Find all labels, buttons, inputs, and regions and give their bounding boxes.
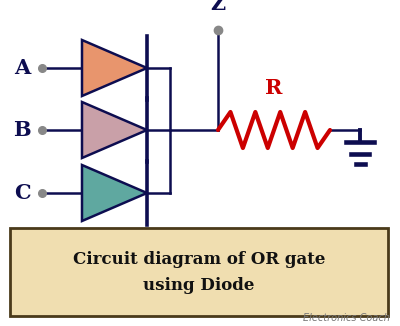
Text: A: A bbox=[14, 58, 30, 78]
Text: Z: Z bbox=[210, 0, 226, 14]
Polygon shape bbox=[82, 165, 147, 221]
FancyBboxPatch shape bbox=[10, 228, 388, 316]
Polygon shape bbox=[82, 102, 147, 158]
Text: C: C bbox=[14, 183, 30, 203]
Text: R: R bbox=[265, 78, 283, 98]
Text: B: B bbox=[13, 120, 31, 140]
Text: using Diode: using Diode bbox=[143, 277, 255, 294]
Polygon shape bbox=[82, 40, 147, 96]
Text: Electronics Coach: Electronics Coach bbox=[303, 313, 390, 323]
Text: Circuit diagram of OR gate: Circuit diagram of OR gate bbox=[73, 251, 325, 269]
